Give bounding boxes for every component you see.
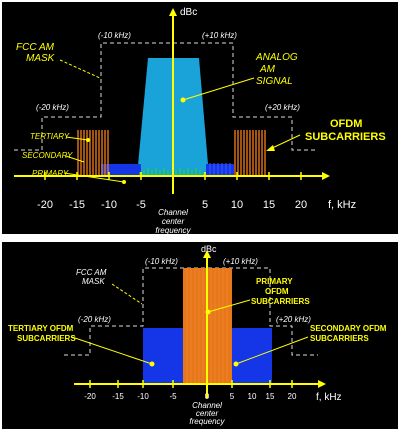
bottom-center-label-1: Channel	[192, 401, 222, 410]
top-offset-p20: (+20 kHz)	[265, 103, 300, 112]
bottom-fcc-mask	[64, 267, 318, 356]
bottom-y-axis-arrow	[203, 250, 211, 258]
bottom-mask-label-2: MASK	[82, 277, 105, 286]
top-offset-p10: (+10 kHz)	[202, 31, 237, 40]
top-panel: -20 -15 -10 -5 5 10 15 20 f, kHz dBc Cha…	[2, 2, 398, 235]
bottom-tick-label: 0	[205, 392, 210, 401]
top-mask-pointer	[59, 59, 101, 79]
bottom-tertiary-label-1: TERTIARY OFDM	[8, 324, 74, 333]
top-y-axis-label: dBc	[180, 7, 197, 18]
bottom-tick-label: 20	[288, 392, 297, 401]
bottom-center-label-2: center	[196, 409, 219, 418]
bottom-tertiary-pointer	[71, 336, 153, 365]
bottom-tick-label: -20	[84, 392, 96, 401]
bottom-tick-label: 10	[248, 392, 257, 401]
bottom-x-axis-arrow	[318, 380, 326, 388]
top-tick-label: 15	[263, 199, 275, 211]
top-tick-label: 20	[295, 199, 307, 211]
top-mask-label-1: FCC AM	[16, 42, 55, 53]
bottom-tertiary-block	[143, 328, 183, 384]
top-primary-dot	[122, 180, 126, 184]
top-center-label-2: center	[162, 217, 185, 226]
top-tick-label: -15	[69, 199, 85, 211]
top-analog-label-1: ANALOG	[255, 52, 298, 63]
top-mask-label-2: MASK	[26, 53, 56, 64]
bottom-tick-label: -10	[137, 392, 149, 401]
top-secondary-label: SECONDARY	[22, 151, 73, 160]
top-offset-m20: (-20 kHz)	[36, 103, 69, 112]
bottom-x-axis-label: f, kHz	[316, 392, 342, 403]
top-tertiary-dot	[86, 138, 90, 142]
top-ofdm-label-1: OFDM	[330, 118, 362, 130]
bottom-secondary-label-2: SUBCARRIERS	[310, 334, 369, 343]
top-center-label-3: frequency	[155, 226, 191, 235]
top-center-label-1: Channel	[158, 208, 188, 217]
top-ofdm-label-2: SUBCARRIERS	[305, 131, 386, 143]
bottom-primary-label-2: OFDM	[265, 287, 289, 296]
bottom-primary-pointer	[207, 299, 251, 313]
top-x-ticks	[44, 172, 302, 180]
top-primary-blue-left	[101, 164, 141, 176]
top-tick-label: -5	[136, 199, 146, 211]
bottom-center-label-3: frequency	[189, 417, 225, 426]
bottom-offset-p10: (+10 kHz)	[223, 257, 258, 266]
bottom-secondary-dot	[233, 361, 239, 367]
bottom-tick-label: 5	[230, 392, 235, 401]
bottom-secondary-block	[232, 328, 272, 384]
top-tick-label: 5	[202, 199, 208, 211]
bottom-tertiary-label-2: SUBCARRIERS	[17, 334, 76, 343]
bottom-tick-label: 15	[266, 392, 275, 401]
bottom-primary-label-1: PRIMARY	[256, 277, 293, 286]
bottom-tertiary-dot	[149, 361, 155, 367]
top-right-comb	[234, 130, 266, 176]
bottom-panel: -20 -15 -10 -5 0 5 10 15 20 f, kHz dBc C…	[2, 242, 398, 429]
top-tick-label: 10	[231, 199, 243, 211]
top-tick-label: -10	[101, 199, 117, 211]
top-blue-subcarriers-right	[209, 163, 231, 176]
bottom-primary-dot	[205, 309, 211, 315]
bottom-offset-m20: (-20 kHz)	[78, 315, 111, 324]
bottom-mask-label-1: FCC AM	[76, 268, 107, 277]
bottom-primary-label-3: SUBCARRIERS	[251, 297, 310, 306]
top-tertiary-label: TERTIARY	[30, 132, 70, 141]
top-secondary-pointer	[65, 155, 85, 163]
bottom-mask-pointer	[111, 283, 143, 305]
top-x-axis-arrow	[322, 172, 330, 180]
bottom-tick-label: -5	[169, 392, 177, 401]
top-analog-label-3: SIGNAL	[256, 76, 293, 87]
bottom-y-axis-label: dBc	[201, 244, 217, 254]
top-analog-pointer	[182, 77, 255, 101]
top-tick-label: -20	[37, 199, 53, 211]
bottom-secondary-label-1: SECONDARY OFDM	[310, 324, 387, 333]
top-ofdm-arrowhead	[266, 145, 275, 151]
top-primary-blue-right	[206, 164, 234, 176]
top-tertiary-left-comb	[77, 130, 109, 176]
bottom-offset-m10: (-10 kHz)	[145, 257, 178, 266]
bottom-primary-texture	[186, 268, 228, 384]
top-y-axis-arrow	[169, 8, 177, 16]
top-offset-m10: (-10 kHz)	[98, 31, 131, 40]
bottom-offset-p20: (+20 kHz)	[276, 315, 311, 324]
top-primary-label: PRIMARY	[32, 169, 69, 178]
top-analog-dot	[180, 97, 186, 103]
bottom-x-ticks	[89, 380, 293, 388]
top-fcc-mask	[14, 42, 318, 151]
top-primary-pointer	[63, 172, 125, 183]
top-x-axis-label: f, kHz	[328, 199, 356, 211]
top-tertiary-pointer	[65, 136, 89, 141]
bottom-tick-label: -15	[112, 392, 124, 401]
bottom-secondary-pointer	[235, 336, 309, 365]
top-analog-label-2: AM	[259, 64, 276, 75]
